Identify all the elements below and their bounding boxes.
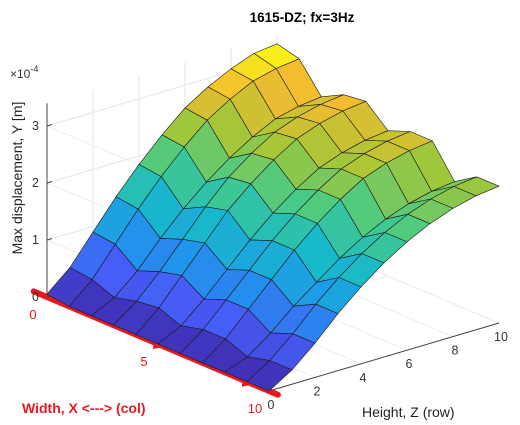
z-tick-label: 0 — [32, 290, 39, 304]
z-scale-exponent: -4 — [30, 64, 38, 74]
y-axis-label: Height, Z (row) — [362, 404, 455, 420]
height-tick-label: 8 — [452, 344, 459, 358]
height-tick-label: 2 — [314, 384, 321, 398]
chart-title: 1615-DZ; fx=3Hz — [250, 10, 355, 25]
surface-mesh — [47, 44, 499, 391]
height-tick-label: 6 — [406, 357, 413, 371]
height-tick-label: 4 — [360, 371, 367, 385]
x-axis-label: Width, X <---> (col) — [22, 400, 146, 416]
width-tick-label: 10 — [248, 401, 262, 416]
z-axis-label: Max displacement, Y [m] — [9, 102, 25, 255]
svg-text:×10-4: ×10-4 — [10, 64, 38, 81]
z-scale-multiplier: ×10-4 — [10, 64, 38, 81]
height-tick-label: 0 — [268, 398, 275, 412]
height-tick-label: 10 — [494, 330, 508, 344]
width-tick-label: 0 — [29, 307, 36, 322]
z-tick-label: 1 — [32, 233, 39, 247]
z-scale-base: ×10 — [10, 67, 31, 81]
width-tick-label: 5 — [140, 354, 147, 369]
z-tick-label: 3 — [32, 119, 39, 133]
z-tick-label: 2 — [32, 176, 39, 190]
